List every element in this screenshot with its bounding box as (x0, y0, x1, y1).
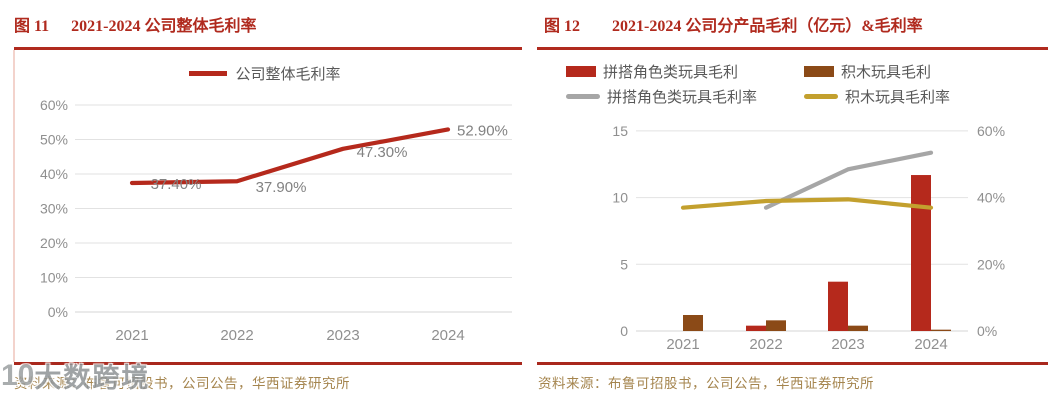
x-axis-tick-label: 2021 (666, 336, 699, 353)
y-axis-left-tick-label: 10 (612, 190, 628, 206)
chart-legend: 拼搭角色类玩具毛利 积木玩具毛利 拼搭角色类玩具毛利率 积木玩具毛利率 (566, 61, 950, 106)
bar-brick-toy-profit (766, 320, 786, 331)
source-note: 资料来源：布鲁可招股书，公司公告，华西证券研究所 (538, 376, 874, 391)
y-axis-tick-label: 20% (40, 235, 68, 251)
x-axis-tick-label: 2022 (749, 336, 782, 353)
bar-brick-toy-profit (683, 315, 703, 331)
bar-figure-toy-profit (746, 325, 766, 331)
legend-label: 公司整体毛利率 (235, 66, 341, 83)
legend-item: 拼搭角色类玩具毛利 (566, 61, 804, 81)
y-axis-right-tick-label: 40% (977, 190, 1005, 206)
bar-brick-toy-profit (931, 329, 951, 331)
data-label: 52.90% (457, 122, 508, 139)
bar-figure-toy-profit (911, 175, 931, 331)
data-label: 37.90% (256, 179, 307, 196)
y-axis-left-tick-label: 5 (620, 256, 628, 272)
legend-item: 积木玩具毛利率 (804, 86, 950, 106)
y-axis-tick-label: 50% (40, 132, 68, 148)
legend-line-swatch (189, 71, 228, 76)
bottom-divider (537, 362, 1048, 365)
y-axis-tick-label: 0% (48, 304, 68, 320)
legend-item: 积木玩具毛利 (804, 61, 950, 81)
y-axis-tick-label: 10% (40, 270, 68, 286)
figure-number: 图 12 (544, 18, 581, 35)
figure-11-panel: 图 11 2021-2024 公司整体毛利率 公司整体毛利率 0% 10% 20% 3… (0, 12, 530, 393)
title-divider (537, 47, 1048, 50)
y-axis-tick-label: 60% (40, 97, 68, 113)
figure-title-text: 2021-2024 公司整体毛利率 (71, 18, 257, 35)
x-axis-tick-label: 2021 (115, 327, 148, 344)
y-axis-right-tick-label: 0% (977, 323, 997, 339)
source-note: 资料来源：布鲁可招股书，公司公告，华西证券研究所 (14, 376, 350, 391)
margin-series-line (129, 127, 451, 186)
line-brick-toy-margin-rate (680, 197, 934, 210)
legend-bar-swatch (804, 65, 834, 77)
legend-label: 拼搭角色类玩具毛利率 (607, 88, 758, 106)
legend-label: 积木玩具毛利率 (845, 88, 951, 106)
y-axis-tick-label: 40% (40, 166, 68, 182)
title-divider (14, 47, 522, 50)
y-axis-right-tick-label: 20% (977, 256, 1005, 272)
chart-legend: 公司整体毛利率 (0, 63, 530, 84)
figure-11-title: 图 11 2021-2024 公司整体毛利率 (14, 12, 256, 36)
x-axis-tick-label: 2024 (914, 336, 947, 353)
data-label: 37.40% (151, 176, 202, 193)
bottom-divider (14, 362, 522, 365)
left-edge-accent (13, 50, 15, 362)
x-axis-tick-label: 2022 (220, 327, 253, 344)
bar-figure-toy-profit (828, 281, 848, 331)
data-label: 47.30% (357, 144, 408, 161)
product-margin-combo-chart: 0 0% 5 20% 10 40% 15 60% 2021 2022 2023 2024 (612, 123, 1005, 353)
legend-line-swatch (566, 93, 600, 99)
y-axis-tick-label: 30% (40, 201, 68, 217)
x-axis-tick-label: 2024 (431, 327, 464, 344)
y-axis-left-tick-label: 15 (612, 123, 628, 139)
legend-item: 拼搭角色类玩具毛利率 (566, 86, 804, 106)
legend-label: 积木玩具毛利 (841, 63, 932, 81)
y-axis-right-tick-label: 60% (977, 123, 1005, 139)
figure-number: 图 11 (14, 18, 50, 35)
legend-label: 拼搭角色类玩具毛利 (603, 63, 739, 81)
figure-12-title: 图 12 2021-2024 公司分产品毛利（亿元）&毛利率 (544, 12, 923, 36)
x-axis-tick-label: 2023 (831, 336, 864, 353)
bar-brick-toy-profit (848, 325, 868, 331)
x-axis-tick-label: 2023 (326, 327, 359, 344)
y-axis-left-tick-label: 0 (620, 323, 628, 339)
line-figure-toy-margin-rate (763, 150, 934, 210)
overall-margin-line-chart: 0% 10% 20% 30% 40% 50% 60% 2021 2022 2023 2024 37.4… (40, 97, 512, 344)
legend-line-swatch (804, 93, 838, 99)
legend-bar-swatch (566, 65, 596, 77)
figure-12-panel: 图 12 2021-2024 公司分产品毛利（亿元）&毛利率 拼搭角色类玩具毛利… (530, 0, 1060, 400)
figure-title-text: 2021-2024 公司分产品毛利（亿元）&毛利率 (612, 18, 923, 35)
